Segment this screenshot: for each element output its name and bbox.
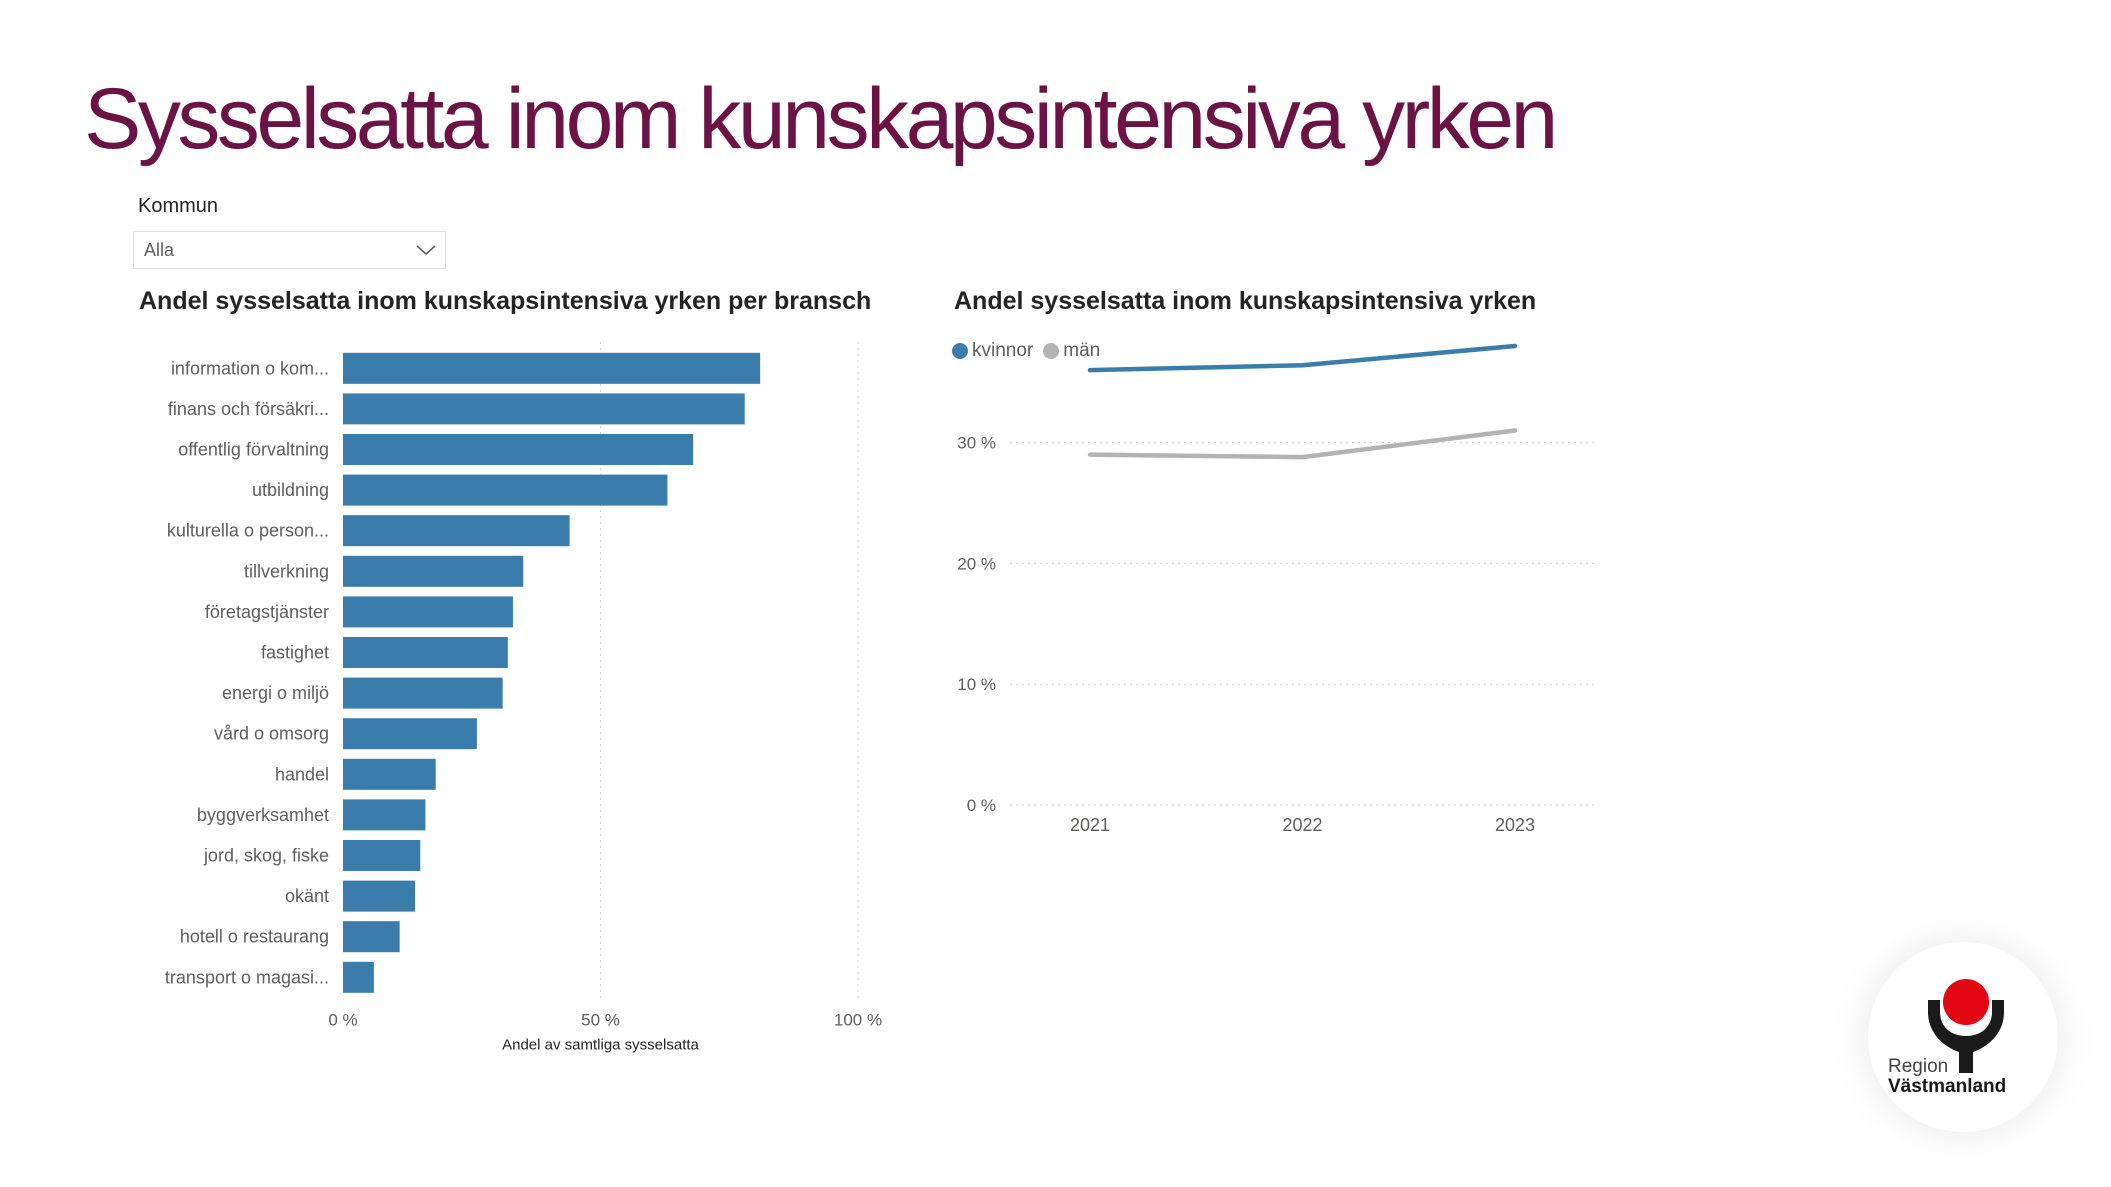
bar (343, 961, 374, 993)
y-tick-label: 30 % (957, 434, 996, 453)
bar (343, 758, 436, 790)
category-label: handel (275, 764, 329, 784)
category-label: tillverkning (244, 561, 329, 581)
y-tick-label: 10 % (957, 675, 996, 694)
category-label: finans och försäkri... (168, 399, 329, 419)
kommun-dropdown[interactable]: Alla (133, 231, 446, 269)
bar (343, 921, 400, 953)
bar-chart-title: Andel sysselsatta inom kunskapsintensiva… (139, 287, 872, 315)
series-line-kvinnor (1087, 343, 1518, 373)
x-tick-label: 2021 (1070, 815, 1110, 835)
category-label: utbildning (252, 480, 329, 500)
bar (343, 596, 513, 628)
region-vastmanland-logo: Region Västmanland (1868, 942, 2058, 1132)
legend-dot-man (1043, 343, 1060, 359)
legend-item-kvinnor[interactable]: kvinnor (952, 340, 1033, 362)
y-tick-label: 20 % (957, 554, 996, 573)
line-chart: 0 % 10 % 20 % 30 % 2021 2022 2023 (957, 343, 1595, 835)
bar (343, 393, 745, 425)
slicer-label: Kommun (138, 195, 219, 217)
logo-text-region: Region (1888, 1056, 1949, 1077)
category-label: information o kom... (171, 358, 329, 378)
bar (343, 474, 668, 506)
category-label: offentlig förvaltning (178, 440, 329, 460)
category-label: transport o magasi... (165, 967, 329, 987)
category-label: jord, skog, fiske (203, 846, 329, 866)
category-label: kulturella o person... (167, 521, 329, 541)
y-tick-label: 0 % (967, 796, 996, 815)
category-label: vård o omsorg (214, 724, 329, 744)
category-label: fastighet (261, 643, 329, 663)
bar (343, 880, 416, 912)
category-label: hotell o restaurang (180, 927, 329, 947)
line-chart-title: Andel sysselsatta inom kunskapsintensiva… (954, 287, 1537, 315)
bar (343, 434, 694, 465)
category-label: byggverksamhet (197, 805, 329, 825)
x-tick-label: 50 % (581, 1011, 620, 1030)
bar (343, 799, 426, 831)
bar (343, 555, 524, 587)
legend-item-man[interactable]: män (1043, 340, 1100, 362)
chevron-down-icon (416, 245, 436, 256)
bar-chart: 0 % 50 % 100 % information o kom... finans o… (165, 342, 882, 1054)
category-label: företagstjänster (205, 602, 329, 622)
logo-text-vastmanland: Västmanland (1888, 1076, 2007, 1097)
legend-dot-kvinnor (952, 343, 968, 359)
x-tick-label: 2022 (1282, 815, 1322, 835)
kommun-selected-value: Alla (144, 240, 175, 260)
bar (343, 352, 761, 384)
legend-label-kvinnor: kvinnor (972, 340, 1034, 361)
category-label: okänt (285, 886, 329, 906)
series-line-man (1087, 428, 1518, 460)
x-axis-title: Andel av samtliga sysselsatta (502, 1037, 699, 1054)
bar (343, 515, 570, 547)
bar (343, 637, 508, 668)
category-label: energi o miljö (222, 683, 329, 703)
x-tick-label: 0 % (328, 1011, 357, 1030)
bar (343, 840, 421, 871)
line-chart-legend[interactable]: kvinnor män (952, 340, 1110, 362)
bar (343, 718, 477, 750)
legend-label-man: män (1063, 340, 1101, 361)
x-tick-label: 2023 (1495, 815, 1535, 835)
x-tick-label: 100 % (834, 1011, 882, 1030)
logo-figure-icon (1928, 979, 2004, 1073)
page-title: Sysselsatta inom kunskapsintensiva yrken (84, 71, 1558, 167)
bar (343, 677, 503, 709)
